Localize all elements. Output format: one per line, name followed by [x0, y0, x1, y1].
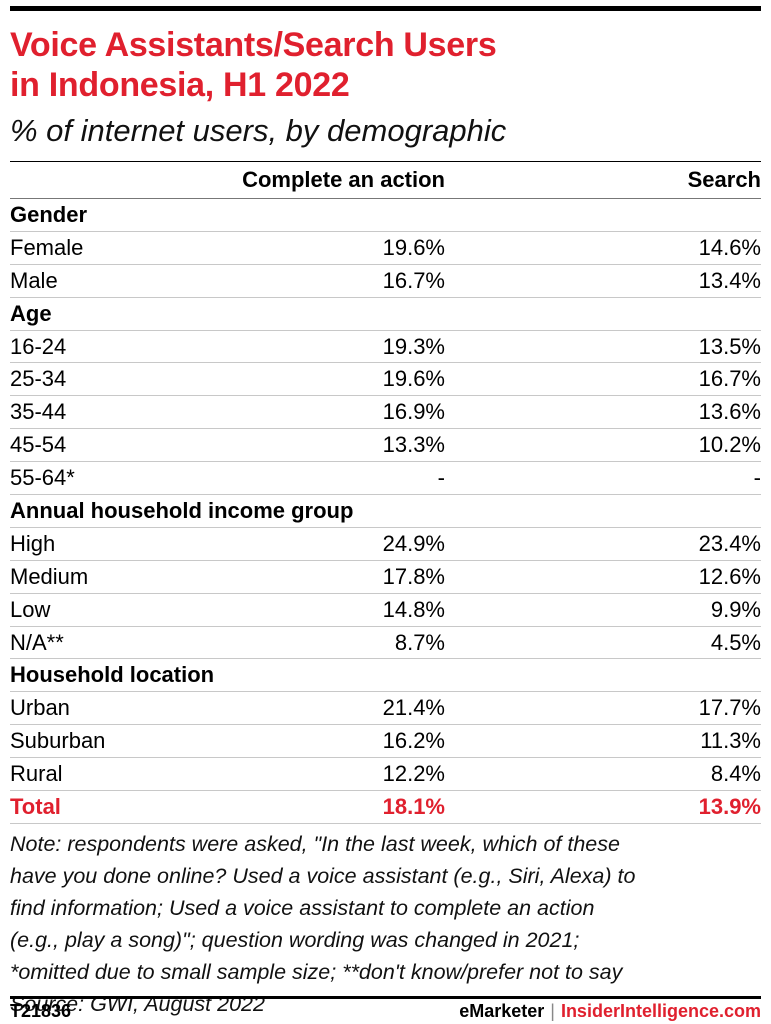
complete-value: 24.9% [190, 527, 445, 561]
table-row: 55-64* - - [10, 461, 761, 496]
complete-value: 21.4% [190, 691, 445, 726]
row-label: 55-64* [10, 461, 190, 496]
search-value: 11.3% [445, 724, 761, 759]
search-value: 13.5% [445, 330, 761, 364]
row-label: Urban [10, 691, 190, 726]
search-value: 8.4% [445, 757, 761, 792]
header-row: Complete an action Search [10, 161, 761, 199]
table-row: High 24.9% 23.4% [10, 527, 761, 561]
complete-value: 13.3% [190, 428, 445, 463]
table-row: Female 19.6% 14.6% [10, 231, 761, 265]
row-label: 35-44 [10, 395, 190, 430]
brand: eMarketer | InsiderIntelligence.com [459, 1001, 761, 1022]
search-value: 9.9% [445, 593, 761, 627]
search-value: - [445, 461, 761, 496]
chart-id: T21836 [10, 1001, 72, 1021]
title-line-2: in Indonesia, H1 2022 [10, 66, 350, 104]
footer: T21836 eMarketer | InsiderIntelligence.c… [10, 996, 761, 1024]
chart-title: Voice Assistants/Search Users in Indones… [10, 25, 761, 105]
complete-value: 19.6% [190, 231, 445, 265]
note-line: find information; Used a voice assistant… [10, 895, 595, 920]
row-label: High [10, 527, 190, 561]
row-label: 16-24 [10, 330, 190, 364]
row-label: 25-34 [10, 362, 190, 397]
note-line: Note: respondents were asked, "In the la… [10, 831, 620, 856]
search-value: 13.6% [445, 395, 761, 430]
note-line: *omitted due to small sample size; **don… [10, 959, 623, 984]
complete-value: 16.9% [190, 395, 445, 430]
complete-value: 19.3% [190, 330, 445, 364]
search-value: 12.6% [445, 560, 761, 594]
note-line: (e.g., play a song)"; question wording w… [10, 927, 580, 952]
search-value: 17.7% [445, 691, 761, 726]
brand-insider-intelligence: InsiderIntelligence.com [560, 1001, 761, 1021]
complete-value: 12.2% [190, 757, 445, 792]
chart-container: Voice Assistants/Search Users in Indones… [10, 0, 761, 1020]
group-header-row: Household location [10, 658, 761, 693]
table-row: Urban 21.4% 17.7% [10, 691, 761, 726]
complete-value: 14.8% [190, 593, 445, 627]
group-header-row: Annual household income group [10, 494, 761, 528]
table-row: 16-24 19.3% 13.5% [10, 330, 761, 364]
table-row: 35-44 16.9% 13.6% [10, 395, 761, 430]
top-rule [10, 6, 761, 11]
row-label: Total [10, 790, 190, 824]
row-label: Male [10, 264, 190, 298]
complete-value: 19.6% [190, 362, 445, 397]
header-complete: Complete an action [190, 161, 445, 199]
table-row: Suburban 16.2% 11.3% [10, 724, 761, 759]
row-label: 45-54 [10, 428, 190, 463]
brand-separator: | [550, 1001, 555, 1021]
table-row: Rural 12.2% 8.4% [10, 757, 761, 792]
group-label: Gender [10, 198, 761, 232]
search-value: 16.7% [445, 362, 761, 397]
complete-value: - [190, 461, 445, 496]
complete-value: 8.7% [190, 626, 445, 660]
search-value: 10.2% [445, 428, 761, 463]
group-label: Age [10, 297, 761, 331]
table-row: 25-34 19.6% 16.7% [10, 362, 761, 397]
complete-value: 18.1% [190, 790, 445, 824]
group-header-row: Age [10, 297, 761, 331]
row-label: N/A** [10, 626, 190, 660]
data-table: Complete an action Search Gender Female 19… [10, 161, 761, 824]
search-value: 23.4% [445, 527, 761, 561]
table-row: Medium 17.8% 12.6% [10, 560, 761, 594]
row-label: Low [10, 593, 190, 627]
complete-value: 16.2% [190, 724, 445, 759]
search-value: 13.4% [445, 264, 761, 298]
row-label: Rural [10, 757, 190, 792]
chart-subtitle: % of internet users, by demographic [10, 113, 507, 148]
row-label: Suburban [10, 724, 190, 759]
table-row: N/A** 8.7% 4.5% [10, 626, 761, 660]
header-search: Search [445, 161, 761, 199]
table-row: Low 14.8% 9.9% [10, 593, 761, 627]
complete-value: 16.7% [190, 264, 445, 298]
note-line: have you done online? Used a voice assis… [10, 863, 636, 888]
group-label: Household location [10, 658, 761, 693]
table-row: 45-54 13.3% 10.2% [10, 428, 761, 463]
note-line: Source: GWI, August 2022 [10, 991, 265, 1016]
footnote: Note: respondents were asked, "In the la… [10, 828, 761, 1020]
title-line-1: Voice Assistants/Search Users [10, 26, 497, 64]
search-value: 4.5% [445, 626, 761, 660]
group-label: Annual household income group [10, 494, 761, 528]
table-row: Male 16.7% 13.4% [10, 264, 761, 298]
total-row: Total 18.1% 13.9% [10, 790, 761, 824]
header-label [10, 161, 190, 199]
complete-value: 17.8% [190, 560, 445, 594]
search-value: 13.9% [445, 790, 761, 824]
row-label: Female [10, 231, 190, 265]
search-value: 14.6% [445, 231, 761, 265]
group-header-row: Gender [10, 198, 761, 232]
row-label: Medium [10, 560, 190, 594]
brand-emarketer: eMarketer [459, 1001, 545, 1021]
